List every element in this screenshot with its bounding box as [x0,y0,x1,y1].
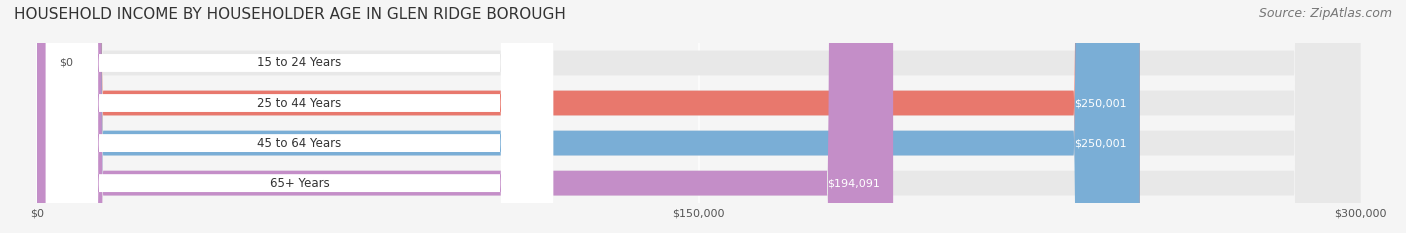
FancyBboxPatch shape [37,0,1360,233]
FancyBboxPatch shape [37,0,1360,233]
Text: $250,001: $250,001 [1074,98,1126,108]
Text: 45 to 64 Years: 45 to 64 Years [257,137,342,150]
FancyBboxPatch shape [37,0,893,233]
Text: $194,091: $194,091 [827,178,880,188]
FancyBboxPatch shape [46,0,553,233]
FancyBboxPatch shape [37,0,1140,233]
Text: HOUSEHOLD INCOME BY HOUSEHOLDER AGE IN GLEN RIDGE BOROUGH: HOUSEHOLD INCOME BY HOUSEHOLDER AGE IN G… [14,7,567,22]
FancyBboxPatch shape [46,0,553,233]
FancyBboxPatch shape [37,0,1360,233]
FancyBboxPatch shape [46,0,553,233]
Text: $0: $0 [59,58,73,68]
FancyBboxPatch shape [37,0,1360,233]
Text: Source: ZipAtlas.com: Source: ZipAtlas.com [1258,7,1392,20]
FancyBboxPatch shape [46,0,553,233]
Text: 15 to 24 Years: 15 to 24 Years [257,56,342,69]
Text: 25 to 44 Years: 25 to 44 Years [257,96,342,110]
FancyBboxPatch shape [37,0,1140,233]
Text: 65+ Years: 65+ Years [270,177,329,190]
Text: $250,001: $250,001 [1074,138,1126,148]
